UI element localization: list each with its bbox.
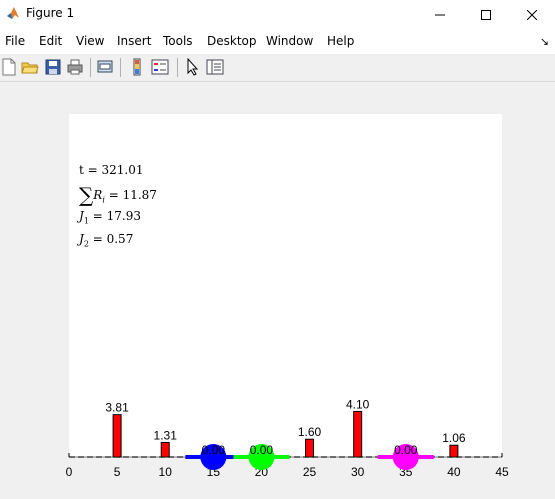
toolbar-separator — [177, 58, 178, 77]
j2-readout: J2 = 0.57 — [79, 232, 134, 249]
j1-value: = 17.93 — [92, 209, 141, 223]
menu-desktop[interactable]: Desktop — [207, 34, 257, 48]
bar — [112, 414, 122, 458]
menu-window[interactable]: Window — [266, 34, 314, 48]
print-preview-icon[interactable] — [96, 58, 114, 76]
x-tick-label: 40 — [447, 465, 461, 479]
save-icon[interactable] — [44, 58, 62, 76]
close-button[interactable] — [509, 0, 555, 29]
agent-marker — [200, 444, 227, 470]
maximize-icon — [481, 9, 491, 20]
bar — [305, 438, 315, 458]
bar — [449, 444, 459, 458]
agent-value-label: 0.00 — [394, 443, 418, 457]
open-file-icon[interactable] — [21, 58, 39, 76]
new-figure-icon[interactable] — [0, 58, 18, 76]
j1-readout: J1 = 17.93 — [79, 209, 141, 226]
x-tick-label: 25 — [303, 465, 317, 479]
legend-icon[interactable] — [151, 58, 169, 76]
agent-value-label: 0.00 — [202, 443, 226, 457]
axes-background[interactable] — [69, 114, 502, 457]
bar-value-label: 1.06 — [442, 431, 466, 445]
reward-sum-value: = 11.87 — [108, 188, 157, 202]
dock-arrow-icon[interactable]: ↘ — [539, 35, 549, 48]
bar-value-label: 4.10 — [346, 397, 370, 411]
menu-file[interactable]: File — [5, 34, 26, 48]
reward-sum-readout: ∑Ri = 11.87 — [79, 183, 157, 207]
toolbar-separator — [120, 58, 121, 77]
maximize-button[interactable] — [463, 0, 509, 29]
menu-bar: File Edit View Insert Tools Desktop Wind… — [0, 29, 555, 54]
agent-marker — [248, 444, 275, 470]
sum-symbol: ∑ — [79, 183, 94, 207]
toolbar-separator — [90, 58, 91, 77]
bar — [353, 410, 363, 458]
x-tick-label: 5 — [114, 465, 121, 479]
minimize-icon — [435, 14, 445, 15]
agent-value-label: 0.00 — [250, 443, 274, 457]
bar-value-label: 1.60 — [298, 425, 322, 439]
x-tick-label: 45 — [495, 465, 509, 479]
menu-insert[interactable]: Insert — [117, 34, 152, 48]
menu-edit[interactable]: Edit — [39, 34, 63, 48]
x-tick-label: 0 — [66, 465, 73, 479]
title-bar: Figure 1 — [0, 0, 555, 29]
menu-tools[interactable]: Tools — [163, 34, 193, 48]
property-inspector-icon[interactable] — [206, 58, 224, 76]
bar-value-label: 1.31 — [154, 428, 178, 442]
edit-plot-pointer-icon[interactable] — [184, 58, 202, 76]
bar-value-label: 3.81 — [105, 401, 129, 415]
colorbar-icon[interactable] — [128, 58, 146, 76]
figure-toolbar — [0, 54, 555, 82]
time-readout: t = 321.01 — [79, 163, 144, 177]
menu-help[interactable]: Help — [327, 34, 355, 48]
x-tick-label: 10 — [159, 465, 173, 479]
x-tick-label: 30 — [351, 465, 365, 479]
menu-view[interactable]: View — [76, 34, 105, 48]
minimize-button[interactable] — [417, 0, 463, 29]
bar — [160, 441, 170, 458]
close-icon — [527, 9, 537, 20]
j2-value: = 0.57 — [92, 232, 134, 246]
matlab-icon — [7, 7, 19, 19]
print-icon[interactable] — [66, 58, 84, 76]
window-title: Figure 1 — [26, 6, 75, 20]
agent-marker — [392, 444, 419, 470]
